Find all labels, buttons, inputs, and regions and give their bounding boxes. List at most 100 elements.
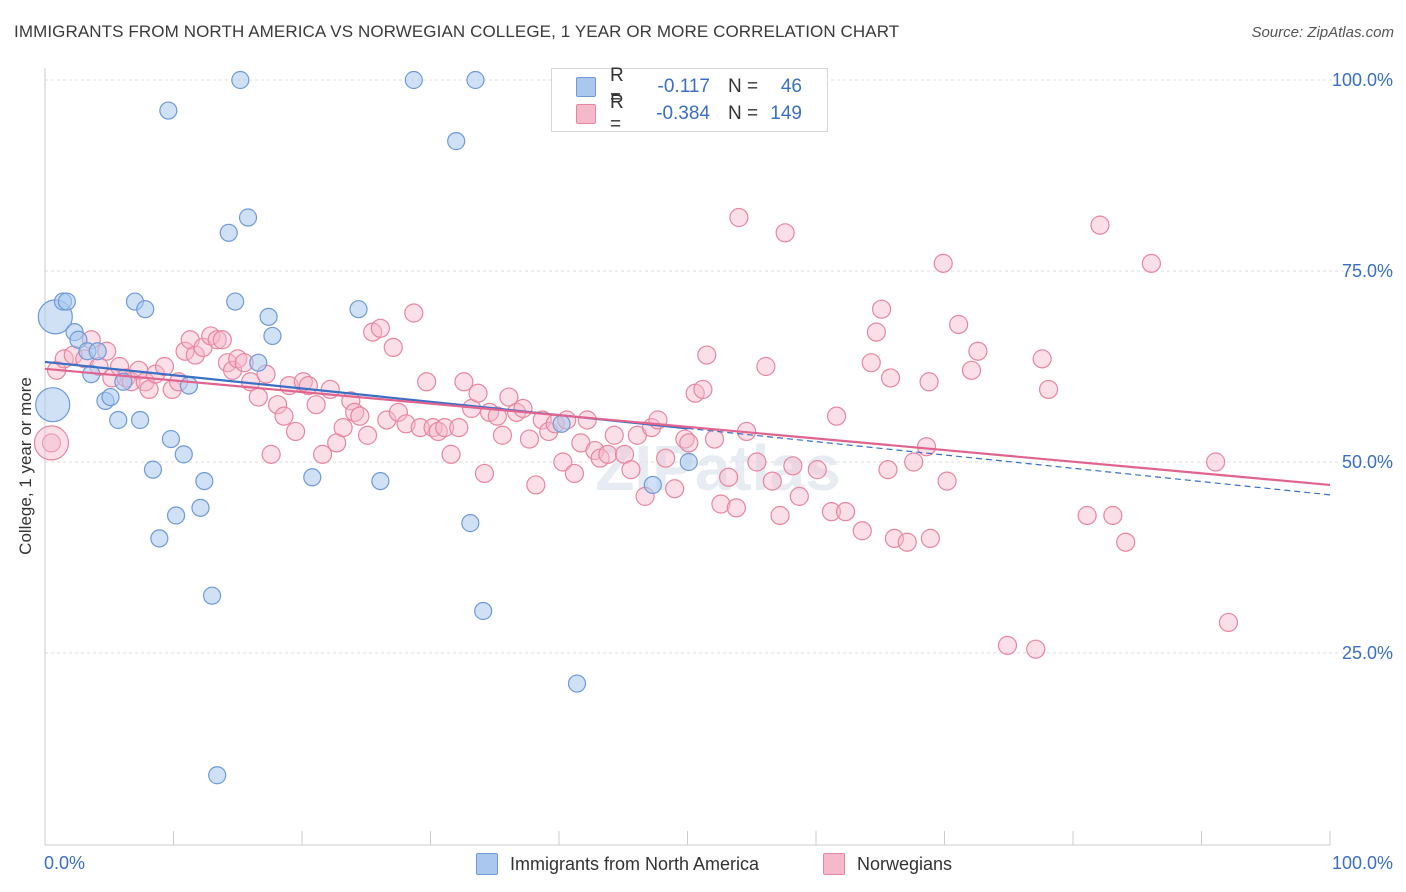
immigrant-point — [552, 414, 571, 433]
norwegian-point — [968, 341, 988, 361]
norwegians-trend-line — [44, 367, 1331, 487]
chart-title: IMMIGRANTS FROM NORTH AMERICA VS NORWEGI… — [14, 22, 900, 41]
norwegian-point — [1032, 349, 1052, 369]
norwegian-point — [285, 421, 306, 442]
norwegian-point — [1103, 505, 1123, 526]
immigrant-point — [166, 506, 186, 525]
immigrant-point — [303, 468, 322, 487]
legend-r-value: -0.117 — [657, 76, 710, 97]
norwegian-point — [175, 341, 195, 361]
legend-n-value: 46 — [780, 76, 802, 97]
norwegian-point — [693, 379, 713, 400]
norwegian-point — [306, 395, 326, 415]
legend-n-value: 149 — [770, 103, 802, 124]
norwegian-point — [519, 429, 540, 449]
norwegian-point — [396, 414, 416, 434]
norwegian-point-large — [33, 425, 70, 461]
immigrant-point — [159, 101, 178, 120]
norwegian-point — [762, 471, 782, 491]
immigrant-point — [35, 387, 71, 423]
norwegian-point — [789, 486, 809, 506]
legend-n-label: N = — [728, 76, 759, 97]
norwegian-point — [835, 502, 856, 522]
norwegian-point — [726, 498, 746, 518]
norwegian-point — [866, 322, 886, 342]
norwegian-point — [884, 528, 904, 549]
x-tick-label: 0.0% — [44, 853, 85, 873]
immigrant-point — [349, 300, 368, 319]
trend-lines — [44, 360, 1331, 496]
immigrant-point — [179, 376, 199, 395]
norwegian-point — [474, 463, 495, 484]
immigrant-point — [161, 429, 181, 449]
immigrant-point — [404, 70, 423, 90]
norwegian-point — [370, 318, 390, 338]
norwegian-point — [526, 475, 546, 495]
legend-r-label: R = — [610, 65, 624, 108]
immigrant-point — [101, 387, 120, 407]
immigrant-point — [208, 766, 227, 785]
legend-item-norwegians: Norwegians — [823, 852, 952, 876]
norwegian-point — [961, 360, 982, 380]
norwegian-point — [345, 402, 365, 422]
norwegian-point — [861, 353, 881, 373]
norwegian-point — [492, 425, 513, 445]
immigrant-point — [231, 70, 250, 90]
norwegian-point — [417, 372, 437, 392]
norwegian-point — [775, 223, 795, 243]
norwegian-point — [880, 368, 901, 388]
norwegian-point — [904, 452, 924, 472]
norwegian-point — [747, 452, 767, 472]
norwegian-point — [783, 456, 803, 476]
y-tick-label: 25.0% — [1342, 643, 1393, 663]
norwegian-point — [1026, 639, 1046, 659]
norwegian-point — [1141, 253, 1161, 273]
norwegian-point — [267, 395, 288, 415]
norwegian-point — [207, 330, 227, 350]
norwegian-point — [697, 345, 717, 365]
immigrant-point — [57, 292, 76, 311]
norwegian-point — [404, 303, 424, 323]
immigrant-point — [202, 586, 222, 605]
legend-n-label: N = — [728, 103, 759, 124]
norwegian-point — [454, 372, 474, 392]
norwegian-point — [598, 444, 618, 464]
immigrant-point — [109, 410, 128, 430]
immigrant-point — [136, 300, 155, 319]
norwegian-point — [897, 532, 917, 552]
norwegian-point — [719, 467, 739, 487]
norwegian-point — [449, 418, 469, 438]
x-tick-label: 100.0% — [1332, 853, 1393, 873]
immigrant-point — [191, 498, 210, 517]
norwegian-point — [675, 429, 695, 449]
norwegian-point — [704, 429, 725, 449]
immigrant-point — [174, 445, 193, 464]
norwegian-point — [770, 505, 790, 526]
immigrant-point — [461, 514, 480, 533]
norwegian-point — [261, 444, 281, 464]
axes — [44, 68, 1331, 846]
norwegian-point — [604, 425, 624, 445]
norwegian-point — [357, 425, 378, 445]
norwegian-point — [711, 494, 731, 514]
legend-r-label: R = — [610, 92, 624, 135]
immigrant-point — [88, 342, 107, 361]
immigrant-point — [263, 326, 282, 346]
y-tick-label: 75.0% — [1342, 261, 1393, 281]
norwegian-point — [621, 460, 641, 480]
immigrant-point — [371, 472, 390, 491]
immigrant-point — [466, 70, 485, 90]
norwegian-point — [1206, 452, 1226, 472]
norwegian-point — [388, 402, 408, 422]
y-tick-label: 50.0% — [1342, 452, 1393, 472]
norwegian-point — [1218, 612, 1239, 633]
norwegian-point — [577, 410, 597, 430]
norwegian-point — [1038, 379, 1059, 400]
norwegian-point — [933, 253, 953, 273]
norwegian-point — [826, 406, 847, 426]
legend-item-immigrants: Immigrants from North America — [476, 852, 759, 876]
immigrants-trend-extension — [687, 427, 1331, 496]
norwegian-point — [997, 635, 1018, 655]
legend-row-immigrants: R = -0.117 N = 46 — [576, 65, 802, 108]
norwegian-point — [1116, 532, 1136, 552]
